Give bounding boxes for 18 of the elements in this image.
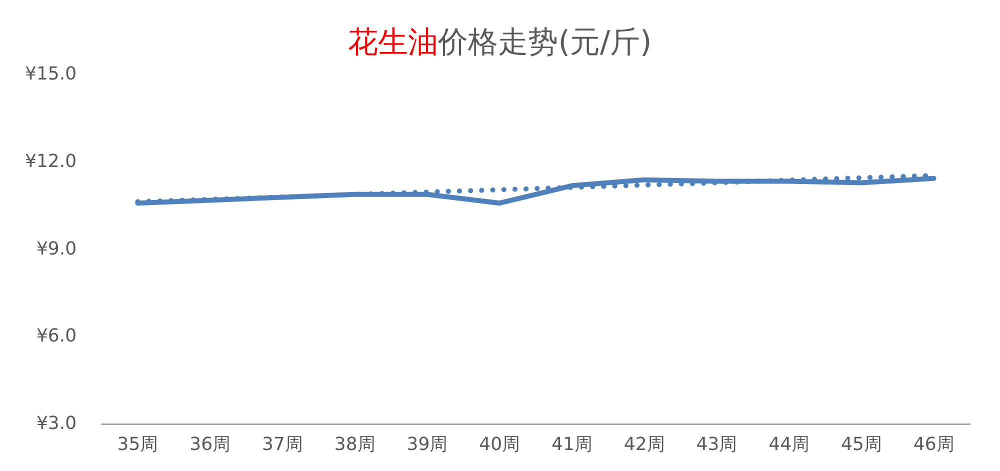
x-tick-label: 37周 bbox=[262, 434, 303, 455]
x-tick-label: 46周 bbox=[913, 434, 954, 455]
x-tick-label: 40周 bbox=[479, 434, 520, 455]
y-tick-label: ¥9.0 bbox=[36, 238, 77, 260]
x-tick-label: 42周 bbox=[624, 434, 665, 455]
x-tick-label: 39周 bbox=[406, 434, 448, 455]
x-tick-label: 44周 bbox=[768, 434, 810, 455]
y-tick-label: ¥12.0 bbox=[25, 151, 77, 172]
y-tick-label: ¥6.0 bbox=[36, 326, 77, 347]
y-tick-label: ¥3.0 bbox=[36, 413, 77, 434]
y-tick-label: ¥15.0 bbox=[25, 64, 77, 85]
chart-title: 花生油价格走势(元/斤) bbox=[347, 24, 653, 62]
x-tick-label: 36周 bbox=[190, 434, 231, 455]
x-tick-label: 38周 bbox=[334, 434, 376, 455]
x-tick-label: 41周 bbox=[552, 434, 592, 455]
x-tick-label: 35周 bbox=[117, 434, 158, 455]
x-tick-label: 45周 bbox=[840, 434, 882, 455]
x-tick-label: 43周 bbox=[696, 434, 738, 455]
